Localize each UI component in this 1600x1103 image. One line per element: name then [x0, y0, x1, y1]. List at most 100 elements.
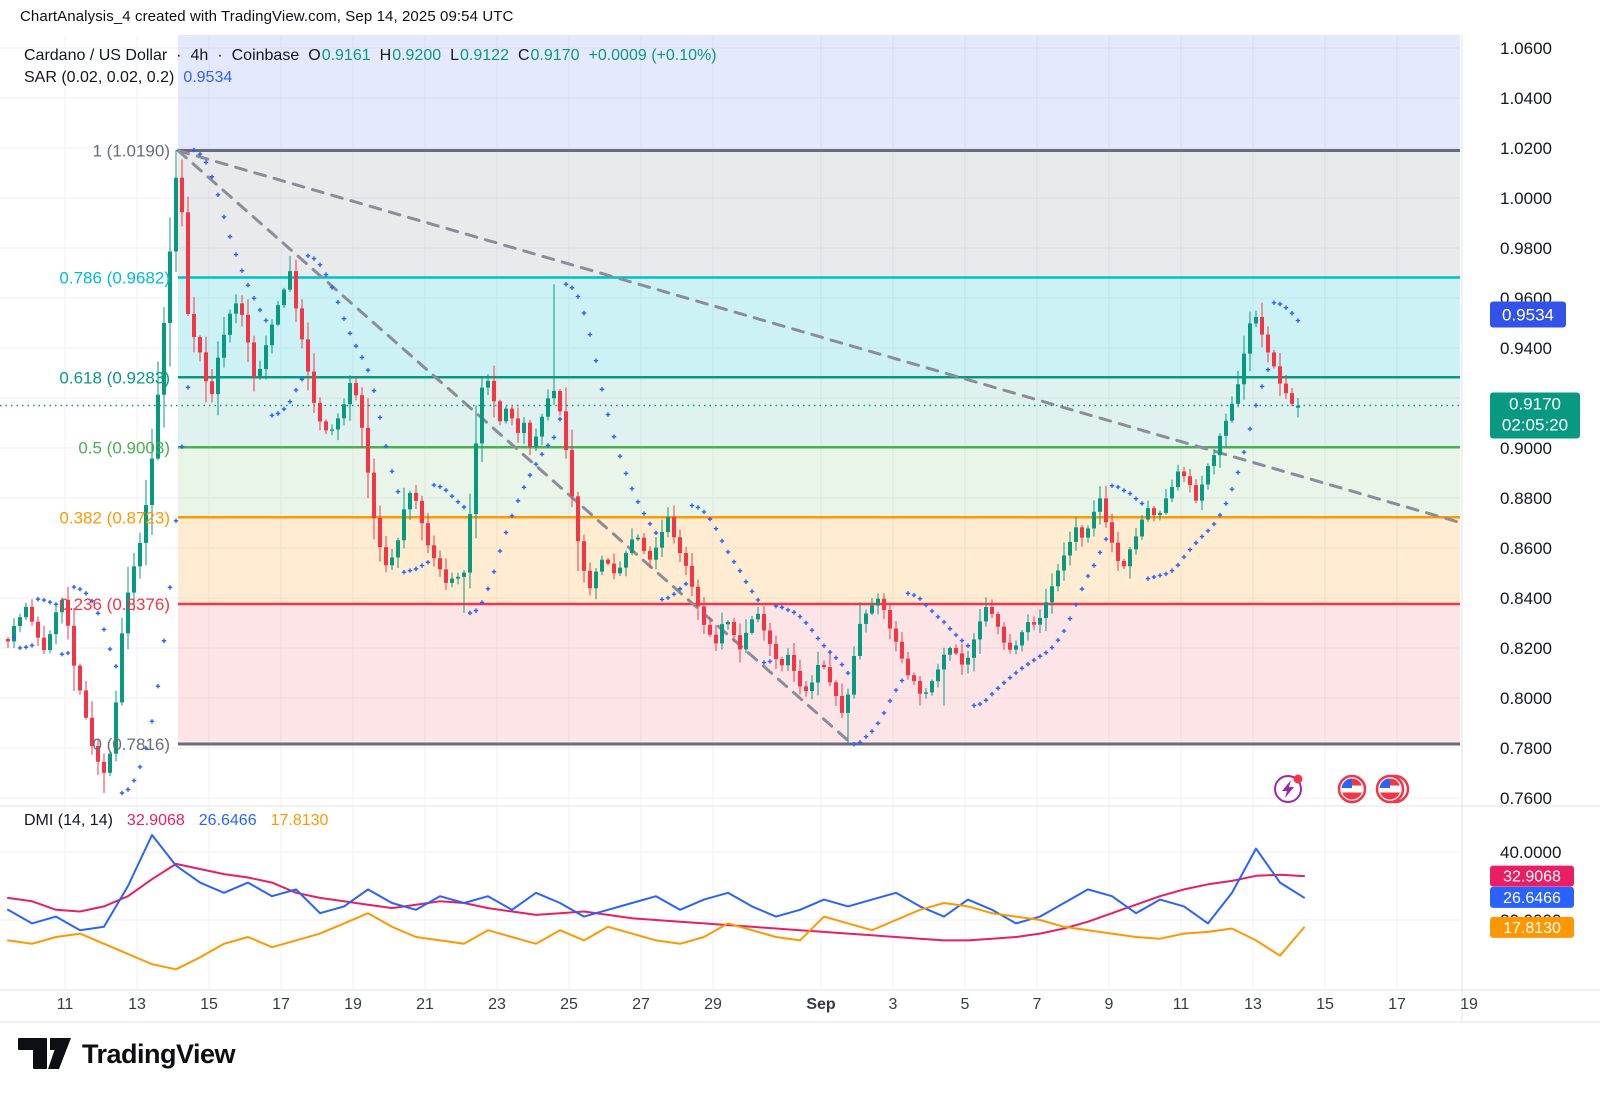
candle-body [1230, 403, 1234, 421]
tradingview-branding[interactable]: TradingView [18, 1036, 236, 1072]
candle-body [804, 686, 808, 692]
price-axis-label: 0.8400 [1500, 589, 1552, 608]
candle-body [1242, 353, 1246, 385]
candle-body [342, 404, 346, 419]
candle-body [480, 387, 484, 444]
fib-band [178, 447, 1460, 518]
candle-body [666, 516, 670, 532]
time-axis-label[interactable]: 17 [272, 996, 290, 1013]
candle-body [522, 422, 526, 433]
time-axis-label[interactable]: 7 [1033, 996, 1042, 1013]
candle-body [426, 523, 430, 546]
candle-body [138, 542, 142, 567]
exchange-label: Coinbase [231, 47, 300, 64]
sar-indicator-header[interactable]: SAR (0.02, 0.02, 0.2) 0.9534 [24, 69, 232, 87]
candle-body [6, 639, 10, 642]
candle-body [1068, 541, 1072, 556]
candle-body [1062, 555, 1066, 571]
candle-body [216, 357, 220, 395]
candle-body [684, 553, 688, 566]
interval-label[interactable]: 4h [190, 47, 209, 64]
dmi-adx-value: 32.9068 [126, 812, 185, 829]
flag-stripe [1379, 792, 1401, 800]
candle-body [12, 626, 16, 642]
time-axis-label[interactable]: 13 [1244, 996, 1262, 1013]
candle-body [1188, 476, 1192, 486]
separator-dot: · [176, 47, 182, 64]
candle-body [654, 547, 658, 560]
candle-body [696, 586, 700, 607]
candle-body [180, 177, 184, 213]
time-axis-label[interactable]: 19 [344, 996, 362, 1013]
candle-body [204, 352, 208, 382]
candle-body [360, 395, 364, 428]
candle-body [744, 632, 748, 650]
price-axis-label: 1.0400 [1500, 89, 1552, 108]
candle-body [1260, 317, 1264, 335]
candle-body [1206, 466, 1210, 485]
time-axis-label[interactable]: 9 [1105, 996, 1114, 1013]
price-axis-strip[interactable] [1462, 35, 1600, 1022]
candle-body [198, 337, 202, 353]
tradingview-logo-icon [18, 1038, 71, 1069]
time-axis-label[interactable]: 5 [961, 996, 970, 1013]
candle-body [1032, 622, 1036, 625]
candle-body [768, 630, 772, 644]
time-axis-label[interactable]: 25 [560, 996, 578, 1013]
candle-body [144, 505, 148, 543]
candle-body [1122, 560, 1126, 567]
adx-line [7, 862, 1305, 942]
time-axis-label[interactable]: 15 [1316, 996, 1334, 1013]
candle-body [228, 313, 232, 335]
time-axis-label[interactable]: 23 [488, 996, 506, 1013]
candle-body [702, 606, 706, 625]
time-axis-label[interactable]: 21 [416, 996, 434, 1013]
fib-label: 0.786 (0.9682) [59, 269, 170, 288]
page-title: ChartAnalysis_4 created with TradingView… [20, 8, 514, 25]
sar-label[interactable]: SAR (0.02, 0.02, 0.2) [24, 69, 175, 86]
candle-body [108, 753, 112, 773]
dashed-trendline[interactable] [176, 149, 1468, 526]
dmi-indicator-header[interactable]: DMI (14, 14) 32.9068 26.6466 17.8130 [24, 812, 328, 830]
time-axis-label[interactable]: 17 [1388, 996, 1406, 1013]
time-axis-label[interactable]: 29 [704, 996, 722, 1013]
time-axis-label[interactable]: 19 [1460, 996, 1478, 1013]
candle-body [150, 458, 154, 506]
time-axis-label[interactable]: 11 [1173, 996, 1190, 1013]
candle-body [1020, 632, 1024, 646]
candle-body [1086, 528, 1090, 538]
time-axis-label[interactable]: 27 [632, 996, 650, 1013]
time-axis-label[interactable]: 11 [57, 996, 74, 1013]
candle-body [600, 559, 604, 572]
time-axis-label[interactable]: 15 [200, 996, 218, 1013]
symbol-header[interactable]: Cardano / US Dollar · 4h · Coinbase O 0.… [24, 47, 717, 65]
fib-label: 0 (0.7816) [93, 735, 171, 754]
fib-label: 0.618 (0.9283) [59, 368, 170, 387]
candle-body [294, 271, 298, 309]
time-axis-label[interactable]: 13 [128, 996, 146, 1013]
sar-value: 0.9534 [183, 69, 233, 86]
bar-countdown-text: 02:05:20 [1502, 416, 1568, 435]
candle-body [1050, 586, 1054, 603]
time-axis-label[interactable]: Sep [806, 996, 836, 1013]
candle-body [558, 391, 562, 412]
candle-body [96, 746, 100, 762]
candle-body [792, 654, 796, 671]
ohlc-open: O 0.9161 [308, 47, 371, 64]
candle-body [456, 576, 460, 579]
candle-body [84, 690, 88, 718]
candle-body [678, 537, 682, 554]
change-label: +0.0009 (+0.10%) [588, 47, 717, 64]
symbol-name[interactable]: Cardano / US Dollar [24, 47, 168, 64]
candle-body [564, 411, 568, 451]
candle-body [462, 572, 466, 577]
candle-body [534, 436, 538, 447]
dmi-label[interactable]: DMI (14, 14) [24, 812, 113, 829]
dmi-minus-di-value: 17.8130 [270, 812, 329, 829]
candle-body [624, 552, 628, 568]
candle-body [90, 717, 94, 747]
time-axis-label[interactable]: 3 [889, 996, 898, 1013]
price-axis-label: 0.7800 [1500, 739, 1552, 758]
